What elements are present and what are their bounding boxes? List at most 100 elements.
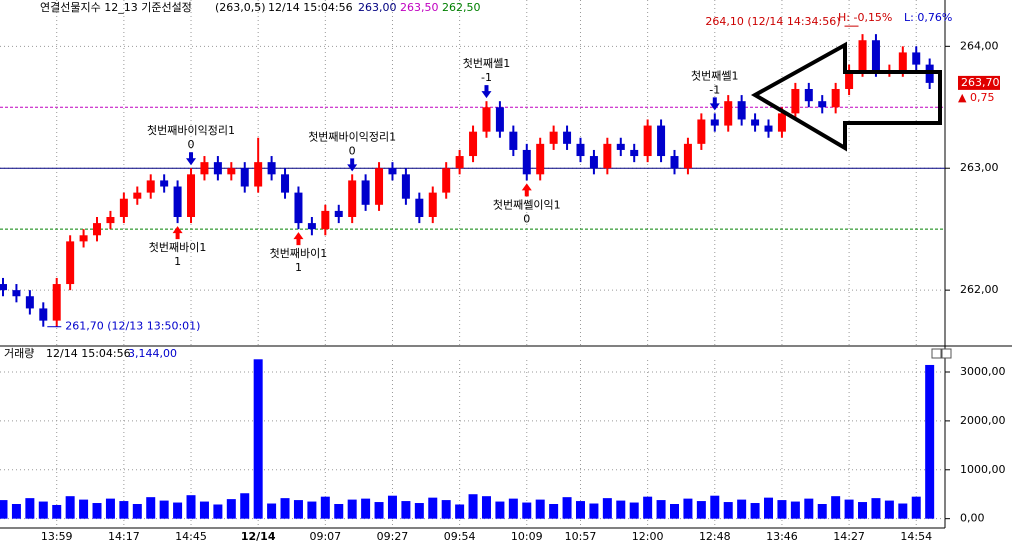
volume-bar	[441, 500, 451, 519]
candle-body	[267, 162, 276, 175]
candle-body	[146, 180, 155, 193]
volume-bar	[589, 503, 599, 519]
candle-body	[898, 52, 907, 71]
change-label: 0,75	[970, 91, 995, 104]
candle-body	[294, 192, 303, 224]
volume-bar	[173, 502, 183, 519]
candle-body	[361, 180, 370, 205]
volume-bar	[911, 496, 921, 519]
panel-button[interactable]	[941, 348, 952, 359]
candle-body	[751, 119, 760, 126]
volume-bar	[65, 496, 75, 519]
y-tick-label: 262,00	[960, 283, 999, 296]
extreme-label: 264,10 (12/14 14:34:56)	[705, 15, 840, 28]
volume-bar	[629, 502, 639, 519]
extreme-label: 261,70 (12/13 13:50:01)	[65, 320, 200, 333]
signal-label: 첫번째바이1	[270, 247, 328, 260]
candle-body	[12, 290, 21, 297]
candle-body	[495, 107, 504, 132]
volume-bar	[562, 497, 572, 519]
volume-bar	[428, 497, 438, 519]
candle-body	[240, 168, 249, 187]
x-tick-label: 09:54	[444, 530, 476, 543]
volume-bar	[884, 500, 894, 519]
y-tick-label: 264,00	[960, 39, 999, 52]
signal-qty: -1	[709, 83, 720, 96]
stat-label: H: -0,15%	[838, 11, 892, 24]
panel-button[interactable]	[931, 348, 942, 359]
candle-body	[737, 101, 746, 120]
signal-qty: 1	[174, 255, 181, 268]
candle-body	[804, 88, 813, 102]
volume-bar	[817, 504, 827, 519]
candle-body	[791, 88, 800, 114]
volume-bar	[92, 503, 102, 519]
volume-bar	[683, 498, 693, 519]
candle-body	[348, 180, 357, 217]
candle-body	[536, 143, 545, 175]
candle-body	[0, 284, 7, 291]
volume-bar	[307, 501, 317, 519]
volume-bar	[925, 364, 935, 519]
x-tick-label: 09:27	[377, 530, 409, 543]
x-tick-label: 12/14	[241, 530, 276, 543]
volume-bar	[481, 496, 491, 519]
volume-bar	[656, 500, 666, 519]
volume-bar	[320, 496, 330, 519]
candle-body	[509, 131, 518, 150]
volume-bar	[374, 502, 384, 519]
candle-body	[375, 168, 384, 205]
candle-body	[133, 192, 142, 199]
volume-bar	[723, 502, 733, 519]
candle-body	[213, 162, 222, 175]
volume-bar	[670, 504, 679, 519]
highlight-arrow	[750, 41, 942, 152]
candle-body	[79, 235, 88, 242]
candle-body	[415, 198, 424, 217]
signal-arrow	[347, 158, 358, 172]
volume-bar	[240, 493, 250, 519]
volume-bar	[146, 497, 156, 519]
candle-body	[321, 210, 330, 230]
x-tick-label: 12:48	[699, 530, 731, 543]
signal-label: 첫번째바이1	[149, 241, 207, 254]
candle-body	[281, 174, 290, 193]
y-tick-label: 263,00	[960, 161, 999, 174]
candle-body	[388, 168, 397, 175]
volume-bar	[79, 499, 89, 519]
volume-bar	[455, 504, 465, 519]
volume-bar	[414, 503, 424, 519]
volume-bar	[831, 496, 841, 519]
candle-body	[39, 308, 48, 321]
signal-label: 첫번째쎌1	[691, 69, 738, 82]
candle-body	[871, 40, 880, 71]
signal-label: 첫번째바이익정리1	[147, 124, 235, 137]
signal-label: 첫번째쎌1	[463, 57, 510, 70]
volume-bar	[25, 498, 35, 519]
last-price-label: 263,70	[961, 76, 1000, 89]
volume-bar	[535, 499, 545, 519]
candle-body	[576, 143, 585, 157]
x-tick-label: 10:57	[565, 530, 597, 543]
volume-bar	[777, 500, 787, 519]
candle-body	[442, 168, 451, 193]
signal-arrow	[186, 152, 197, 166]
x-tick-label: 14:54	[900, 530, 932, 543]
volume-bar	[495, 501, 505, 519]
candle-body	[307, 223, 316, 230]
candle-body	[173, 186, 182, 217]
signal-arrow	[172, 226, 183, 240]
candle-body	[549, 131, 558, 144]
candle-body	[670, 156, 679, 169]
volume-last: 3,144,00	[128, 347, 177, 360]
volume-bar	[347, 499, 357, 519]
stat-label: L: 0,76%	[904, 11, 952, 24]
candle-body	[912, 52, 921, 65]
candle-body	[334, 210, 343, 217]
volume-bar	[858, 502, 868, 519]
candle-body	[160, 180, 169, 187]
volume-bar	[253, 359, 263, 519]
signal-label: 첫번째쎌이익1	[493, 198, 561, 211]
volume-bar	[199, 501, 209, 519]
candle-body	[106, 216, 115, 224]
